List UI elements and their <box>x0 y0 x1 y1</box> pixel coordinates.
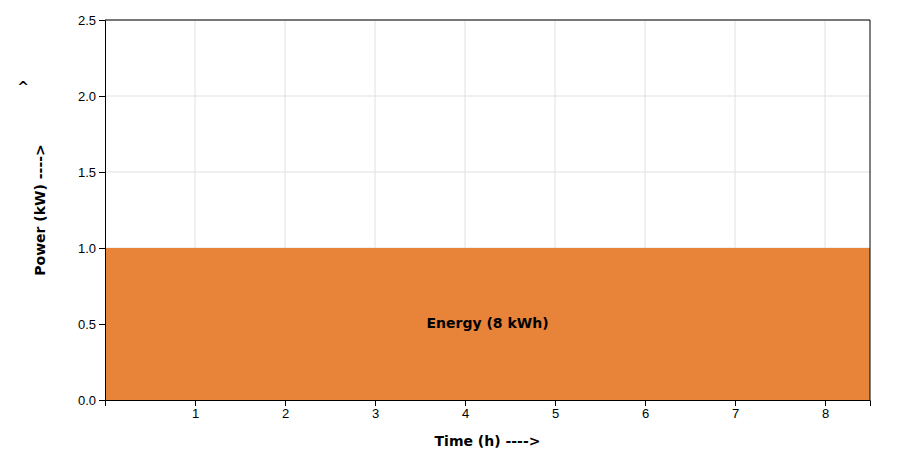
tick: 3 <box>372 400 379 421</box>
tick-mark <box>645 400 646 406</box>
tick: 7 <box>732 400 739 421</box>
grid-line <box>105 20 870 21</box>
tick-mark <box>99 172 105 173</box>
x-axis: 1 2 3 4 5 6 7 8 <box>106 400 871 421</box>
tick: 2 <box>282 400 289 421</box>
grid-line <box>105 172 870 173</box>
tick: 5 <box>552 400 559 421</box>
y-axis: 0.0 0.5 1.0 1.5 2.0 2.5 <box>78 13 106 408</box>
axis-line <box>106 401 871 407</box>
tick-label: 0.5 <box>78 317 96 332</box>
tick: 6 <box>642 400 649 421</box>
y-axis-arrow: ^ <box>17 79 29 95</box>
tick-label: 1 <box>192 406 199 421</box>
tick: 0.0 <box>78 393 105 408</box>
tick-label: 6 <box>642 406 649 421</box>
marks <box>105 248 870 400</box>
tick-label: 1.5 <box>78 165 96 180</box>
tick: 2.0 <box>78 89 105 104</box>
frame <box>105 20 870 21</box>
grid-line <box>105 96 870 97</box>
tick-mark <box>555 400 556 406</box>
tick: 1 <box>192 400 199 421</box>
tick-label: 8 <box>822 406 829 421</box>
tick-label: 4 <box>462 406 469 421</box>
tick: 1.0 <box>78 241 105 256</box>
tick-mark <box>375 400 376 406</box>
area <box>105 248 870 400</box>
annotation: Energy (8 kWh) <box>426 315 548 331</box>
tick-mark <box>99 96 105 97</box>
tick-label: 2 <box>282 406 289 421</box>
tick: 1.5 <box>78 165 105 180</box>
y-axis-title: Power (kW) ----> <box>32 144 48 275</box>
grid <box>105 20 870 400</box>
tick-mark <box>195 400 196 406</box>
tick-mark <box>99 400 105 401</box>
tick-mark <box>465 400 466 406</box>
tick-label: 0.0 <box>78 393 96 408</box>
tick-label: 1.0 <box>78 241 96 256</box>
tick: 8 <box>822 400 829 421</box>
tick-label: 5 <box>552 406 559 421</box>
tick-mark <box>285 400 286 406</box>
plot: 1 2 3 4 5 6 7 8 0.0 0.5 1.0 1.5 2.0 2.5 Time (h) ---->… <box>17 13 870 449</box>
tick-label: 2.5 <box>78 13 96 28</box>
chart: 1 2 3 4 5 6 7 8 0.0 0.5 1.0 1.5 2.0 2.5 Time (h) ---->… <box>0 0 900 462</box>
tick-label: 2.0 <box>78 89 96 104</box>
tick: 2.5 <box>78 13 105 28</box>
tick-label: 3 <box>372 406 379 421</box>
x-axis-title: Time (h) ----> <box>435 433 541 449</box>
axis-line <box>99 21 106 401</box>
tick-mark <box>99 248 105 249</box>
tick: 0.5 <box>78 317 105 332</box>
tick-mark <box>99 20 105 21</box>
tick-mark <box>825 400 826 406</box>
tick-mark <box>99 324 105 325</box>
tick-mark <box>735 400 736 406</box>
tick: 4 <box>462 400 469 421</box>
frame <box>870 20 871 400</box>
tick-label: 7 <box>732 406 739 421</box>
